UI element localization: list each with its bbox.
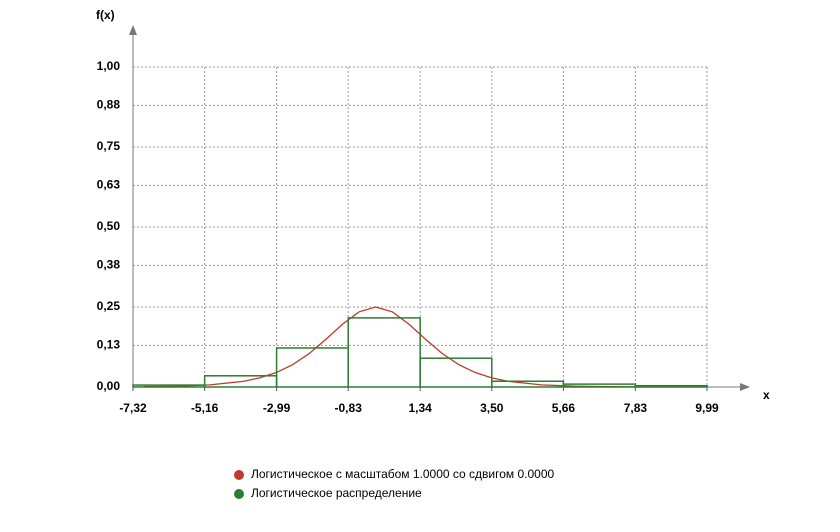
histogram-bar <box>419 357 493 388</box>
legend-marker <box>234 470 244 480</box>
y-tick-label: 0,88 <box>97 98 121 112</box>
legend-marker <box>234 489 244 499</box>
histogram-bar <box>491 380 565 388</box>
legend-label: Логистическое распределение <box>251 486 422 500</box>
y-tick-label: 0,38 <box>97 258 121 272</box>
y-tick-label: 0,63 <box>97 178 121 192</box>
y-axis-label: f(x) <box>96 8 115 22</box>
x-tick-label: 7,83 <box>624 401 648 415</box>
x-tick-label: -5,16 <box>191 401 219 415</box>
x-tick-label: 5,66 <box>552 401 576 415</box>
x-axis-arrow <box>740 383 750 391</box>
histogram-bar <box>347 317 421 388</box>
legend-label: Логистическое с масштабом 1.0000 со сдви… <box>251 467 555 481</box>
y-tick-label: 0,75 <box>97 139 121 153</box>
curve <box>143 306 642 388</box>
x-tick-label: -7,32 <box>119 401 147 415</box>
y-tick-label: 0,25 <box>97 299 121 313</box>
y-tick-label: 1,00 <box>97 59 121 73</box>
x-tick-label: -2,99 <box>263 401 291 415</box>
x-tick-label: 1,34 <box>408 401 432 415</box>
y-tick-label: 0,00 <box>97 379 121 393</box>
x-tick-label: 3,50 <box>480 401 504 415</box>
y-axis-arrow <box>129 25 137 35</box>
y-tick-label: 0,50 <box>97 219 121 233</box>
histogram-bar <box>634 384 708 388</box>
x-tick-label: 9,99 <box>695 401 719 415</box>
y-tick-label: 0,13 <box>97 338 121 352</box>
x-tick-label: -0,83 <box>335 401 363 415</box>
x-axis-label: x <box>763 388 770 402</box>
